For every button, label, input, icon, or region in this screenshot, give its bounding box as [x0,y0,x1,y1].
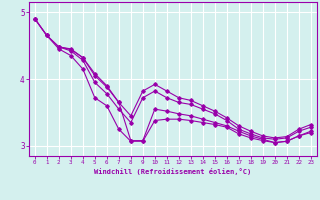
X-axis label: Windchill (Refroidissement éolien,°C): Windchill (Refroidissement éolien,°C) [94,168,252,175]
